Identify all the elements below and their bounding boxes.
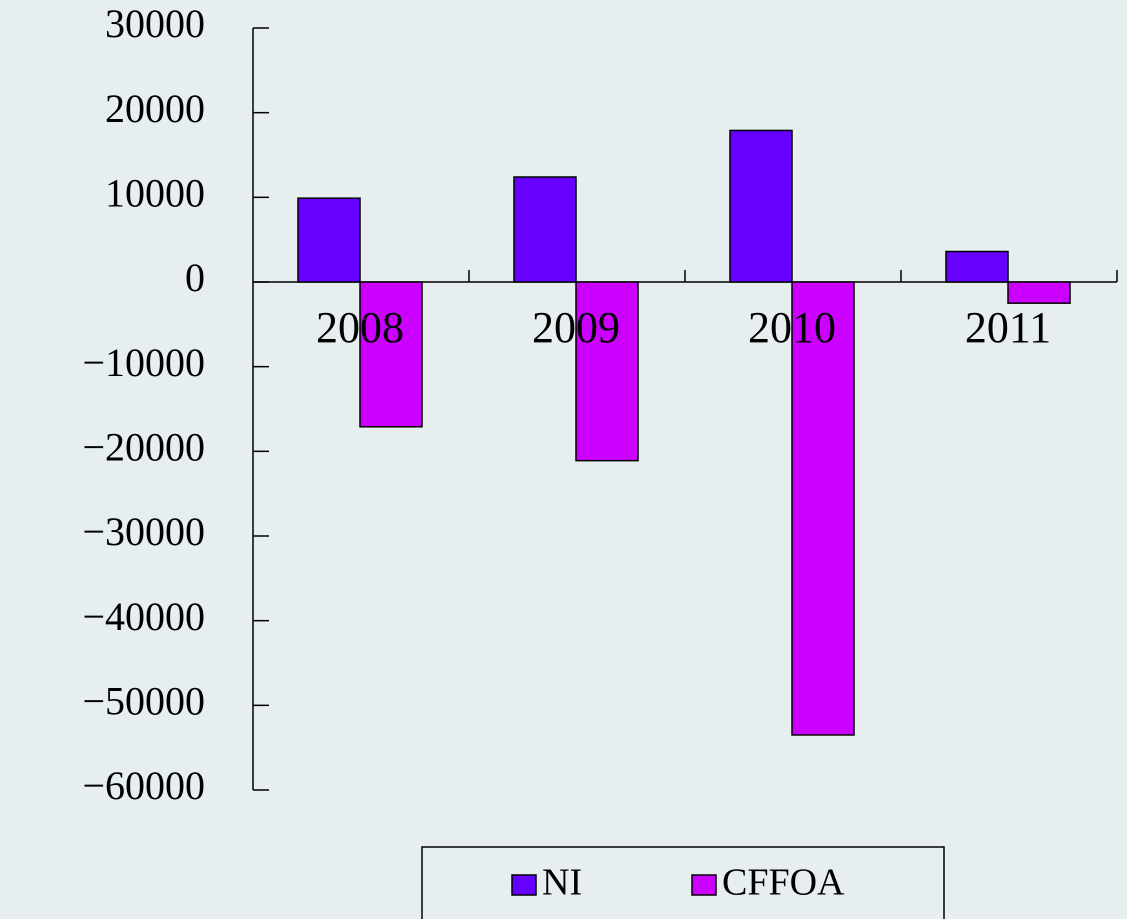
bar bbox=[791, 281, 855, 736]
legend-label: CFFOA bbox=[722, 862, 845, 904]
legend-label: NI bbox=[542, 862, 582, 904]
bar bbox=[359, 281, 423, 428]
legend-swatch bbox=[511, 874, 537, 896]
bar bbox=[297, 197, 361, 283]
y-tick-label: 0 bbox=[185, 255, 205, 300]
y-tick-label: 10000 bbox=[105, 171, 205, 216]
x-tick-label: 2008 bbox=[316, 303, 404, 352]
bar bbox=[729, 129, 793, 283]
y-tick-label: −10000 bbox=[82, 340, 205, 385]
y-tick-label: 20000 bbox=[105, 86, 205, 131]
y-tick-label: −20000 bbox=[82, 425, 205, 470]
y-tick-label: −30000 bbox=[82, 509, 205, 554]
y-tick-label: 30000 bbox=[105, 1, 205, 46]
bar bbox=[1007, 281, 1071, 304]
bar bbox=[575, 281, 639, 462]
legend-box bbox=[421, 846, 945, 919]
x-tick-label: 2011 bbox=[965, 303, 1051, 352]
y-tick-label: −60000 bbox=[82, 763, 205, 808]
bar bbox=[513, 176, 577, 283]
x-tick-label: 2009 bbox=[532, 303, 620, 352]
x-tick-label: 2010 bbox=[748, 303, 836, 352]
bar bbox=[945, 250, 1009, 283]
y-tick-label: −40000 bbox=[82, 594, 205, 639]
y-tick-label: −50000 bbox=[82, 679, 205, 724]
legend-swatch bbox=[691, 874, 717, 896]
